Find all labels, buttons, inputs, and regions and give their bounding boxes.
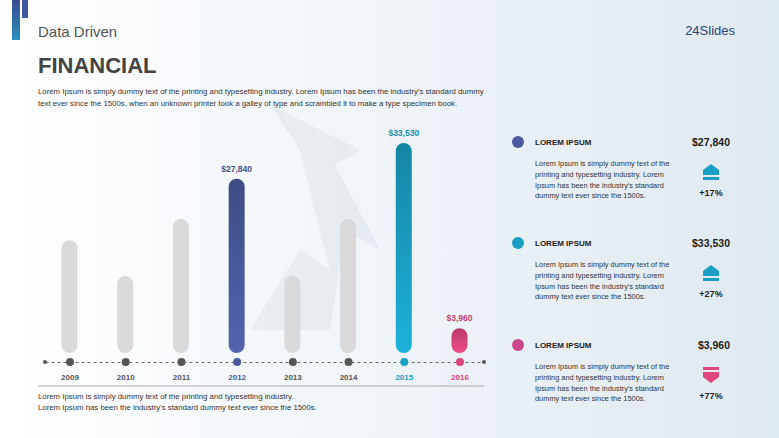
card-text: Lorem Ipsum is simply dummy text of the: [535, 260, 669, 269]
data-label: $27,840: [221, 164, 252, 174]
tick-label: 2009: [61, 373, 79, 382]
card-text: Ipsum has been the industry's standard: [535, 282, 664, 291]
card-text: Lorem Ipsum is simply dummy text of the: [535, 362, 669, 371]
intro-text: Lorem Ipsum is simply dummy text of the …: [38, 87, 484, 96]
axis-end-dot: [43, 360, 47, 364]
trend-icon: [703, 367, 719, 383]
tick-dot: [122, 358, 130, 366]
card-title: LOREM IPSUM: [535, 138, 592, 147]
title: FINANCIAL: [38, 53, 157, 78]
trend-icon: [703, 164, 719, 180]
footer-text: Lorem Ipsum is simply dummy text of the …: [38, 392, 294, 401]
card-title: LOREM IPSUM: [535, 239, 592, 248]
footer-text: Lorem Ipsum has been the industry's stan…: [38, 403, 317, 412]
tick: 2011: [173, 358, 191, 382]
x-axis: 2009 2010 2011 2012 2013 2014 2015 2016: [46, 358, 485, 382]
card-text: Lorem Ipsum is simply dummy text of the: [535, 159, 669, 168]
tick-label: 2015: [395, 373, 413, 382]
accent-bar: [12, 0, 20, 40]
bar: [284, 276, 300, 353]
card-text: Ipsum has been the industry's standard: [535, 384, 664, 393]
tick-label: 2011: [173, 373, 191, 382]
tick-dot: [233, 358, 241, 366]
slide: Data Driven FINANCIAL 24Slides Lorem Ipsum …: [0, 0, 779, 438]
tick: 2016: [451, 358, 469, 382]
bar: [117, 276, 133, 353]
tick-dot: [456, 358, 464, 366]
bar: [62, 240, 78, 353]
bars: [62, 143, 468, 353]
data-label: $3,960: [446, 313, 472, 323]
card-dot: [512, 237, 524, 249]
bar: [451, 328, 467, 353]
card-text: printing and typesetting industry. Lorem: [535, 170, 664, 179]
tick-label: 2012: [228, 373, 246, 382]
tick-dot: [66, 358, 74, 366]
card-text: Ipsum has been the industry's standard: [535, 181, 664, 190]
data-label: $33,530: [388, 128, 419, 138]
accent-bar: [22, 0, 28, 18]
card-dot: [512, 136, 524, 148]
header: Data Driven: [38, 23, 117, 40]
tick-label: 2013: [284, 373, 302, 382]
trend-icon: [703, 265, 719, 281]
card-dot: [512, 339, 524, 351]
decor-arrow: [250, 105, 380, 330]
card-text: dummy text ever since the 1500s.: [535, 292, 646, 301]
tick-label: 2014: [340, 373, 358, 382]
logo: 24Slides: [685, 23, 735, 38]
axis-line: [46, 362, 485, 363]
tick-label: 2010: [117, 373, 135, 382]
card-text: dummy text ever since the 1500s.: [535, 394, 646, 403]
card-value: $27,840: [692, 136, 730, 148]
tick-dot: [177, 358, 185, 366]
card-text: printing and typesetting industry. Lorem: [535, 373, 664, 382]
tick: 2015: [395, 358, 413, 382]
bar: [396, 143, 412, 353]
bar: [340, 219, 356, 353]
card-change: +77%: [699, 391, 722, 401]
card-title: LOREM IPSUM: [535, 341, 592, 350]
intro-text: text ever since the 1500s, when an unkno…: [38, 99, 457, 108]
tick-label: 2016: [451, 373, 469, 382]
tick: 2009: [61, 358, 79, 382]
bar: [173, 219, 189, 353]
card-value: $3,960: [698, 339, 730, 351]
card-change: +17%: [699, 188, 722, 198]
tick: 2013: [284, 358, 302, 382]
bar: [229, 179, 245, 353]
separator: [38, 386, 484, 387]
background: [0, 0, 779, 438]
tick: 2014: [340, 358, 358, 382]
card-text: dummy text ever since the 1500s.: [535, 191, 646, 200]
tick: 2012: [228, 358, 246, 382]
tick-dot: [400, 358, 408, 366]
tick-dot: [289, 358, 297, 366]
card-text: printing and typesetting industry. Lorem: [535, 271, 664, 280]
tick-dot: [345, 358, 353, 366]
card-change: +27%: [699, 289, 722, 299]
tick: 2010: [117, 358, 135, 382]
axis-end-dot: [482, 360, 486, 364]
card-value: $33,530: [692, 237, 730, 249]
